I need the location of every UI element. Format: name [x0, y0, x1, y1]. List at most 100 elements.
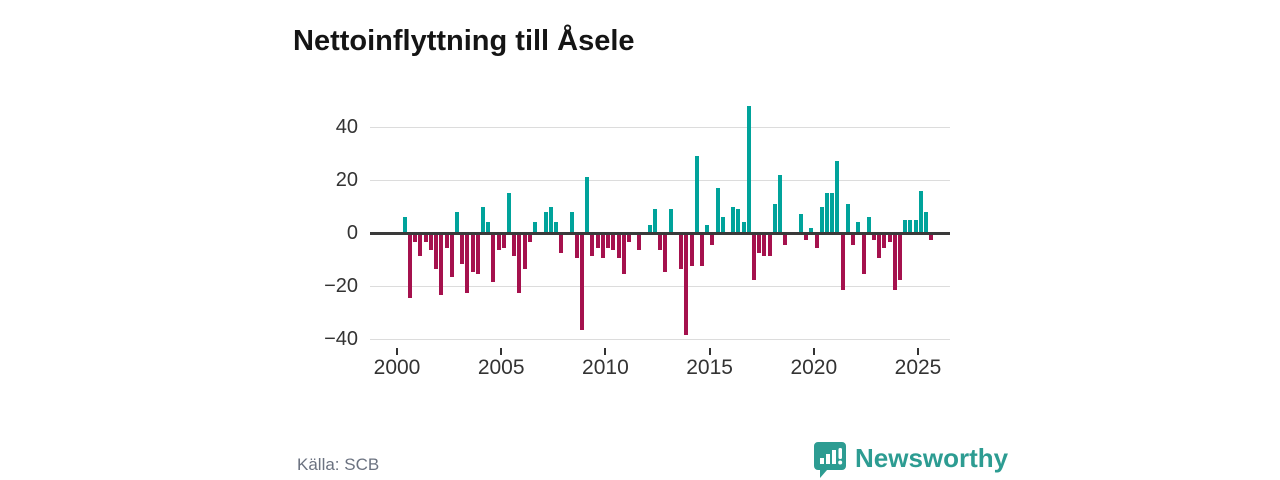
bar: [434, 234, 439, 269]
bar: [449, 234, 454, 277]
bar: [590, 234, 595, 256]
zero-axis-line: [370, 231, 950, 235]
bar: [418, 234, 423, 256]
x-tick: [917, 348, 919, 355]
bar: [512, 234, 517, 256]
y-tick-label: −40: [324, 328, 358, 350]
bar: [866, 217, 871, 233]
gridline: [370, 126, 950, 128]
gridline: [370, 338, 950, 340]
x-tick-label: 2010: [582, 356, 629, 379]
bar: [454, 211, 459, 233]
bar: [470, 234, 475, 272]
bar: [694, 156, 699, 233]
bar: [887, 234, 892, 243]
bar: [527, 234, 532, 243]
bar: [851, 234, 856, 246]
newsworthy-bar-chart-icon: [814, 442, 846, 478]
bar: [543, 211, 548, 233]
chart-title: Nettoinflyttning till Åsele: [293, 25, 635, 58]
y-tick-label: 20: [335, 169, 358, 191]
bar: [465, 234, 470, 293]
bar: [809, 227, 814, 233]
bar: [819, 206, 824, 233]
bar: [746, 105, 751, 233]
bar: [621, 234, 626, 275]
bar: [580, 234, 585, 330]
y-tick-label: −20: [324, 275, 358, 297]
bar: [569, 211, 574, 233]
bar: [611, 234, 616, 251]
x-tick-label: 2005: [477, 356, 525, 379]
bar: [798, 214, 803, 233]
y-tick-label: 40: [335, 116, 358, 138]
bar: [496, 234, 501, 251]
bar: [762, 234, 767, 256]
bar: [507, 193, 512, 233]
bar: [741, 222, 746, 233]
bar: [684, 234, 689, 336]
bar: [559, 234, 564, 254]
plot-area: [370, 100, 950, 350]
bar: [428, 234, 433, 251]
bar: [689, 234, 694, 267]
x-tick: [708, 348, 711, 355]
bar: [699, 234, 704, 267]
bar: [408, 234, 413, 299]
bar: [439, 234, 444, 296]
y-tick-label: 0: [346, 222, 358, 244]
bar: [402, 217, 407, 233]
bar: [835, 161, 840, 233]
bar: [882, 234, 887, 248]
newsworthy-logo: Newsworthy: [813, 441, 1008, 479]
bar: [918, 190, 923, 233]
bar: [553, 222, 558, 233]
bar: [491, 234, 496, 283]
bar: [637, 234, 642, 251]
bar: [825, 193, 830, 233]
bar: [460, 234, 465, 264]
bar: [548, 206, 553, 233]
bar: [658, 234, 663, 251]
bar: [486, 222, 491, 233]
bar: [517, 234, 522, 293]
bar: [856, 222, 861, 233]
bar: [929, 234, 934, 240]
bar: [783, 234, 788, 246]
bar: [413, 234, 418, 243]
bar: [720, 217, 725, 233]
bar: [778, 174, 783, 233]
gridline: [370, 179, 950, 181]
bar: [705, 225, 710, 233]
bar: [481, 206, 485, 233]
bar: [892, 234, 897, 291]
bar: [772, 203, 777, 233]
bar: [606, 234, 611, 248]
bar: [845, 203, 850, 233]
bar: [626, 234, 631, 243]
gridline: [370, 285, 950, 287]
x-tick: [812, 348, 815, 355]
bar: [861, 234, 866, 275]
bar: [908, 219, 913, 233]
bar: [533, 222, 538, 233]
bar: [600, 234, 605, 259]
bar: [903, 219, 908, 233]
bar: [924, 211, 929, 233]
bar: [767, 234, 772, 256]
bar: [647, 225, 652, 233]
bar: [736, 209, 741, 233]
x-tick-label: 2015: [686, 356, 733, 379]
bar: [616, 234, 621, 259]
bar: [444, 234, 449, 248]
bar: [913, 219, 918, 233]
bar: [585, 177, 590, 233]
bar: [475, 234, 480, 275]
newsworthy-wordmark: Newsworthy: [855, 443, 1009, 473]
bar: [501, 234, 506, 248]
x-tick-label: 2020: [790, 356, 838, 379]
bar: [814, 234, 819, 248]
source-label: Källa: SCB: [297, 455, 380, 474]
bar: [522, 234, 527, 269]
bar: [715, 187, 720, 233]
